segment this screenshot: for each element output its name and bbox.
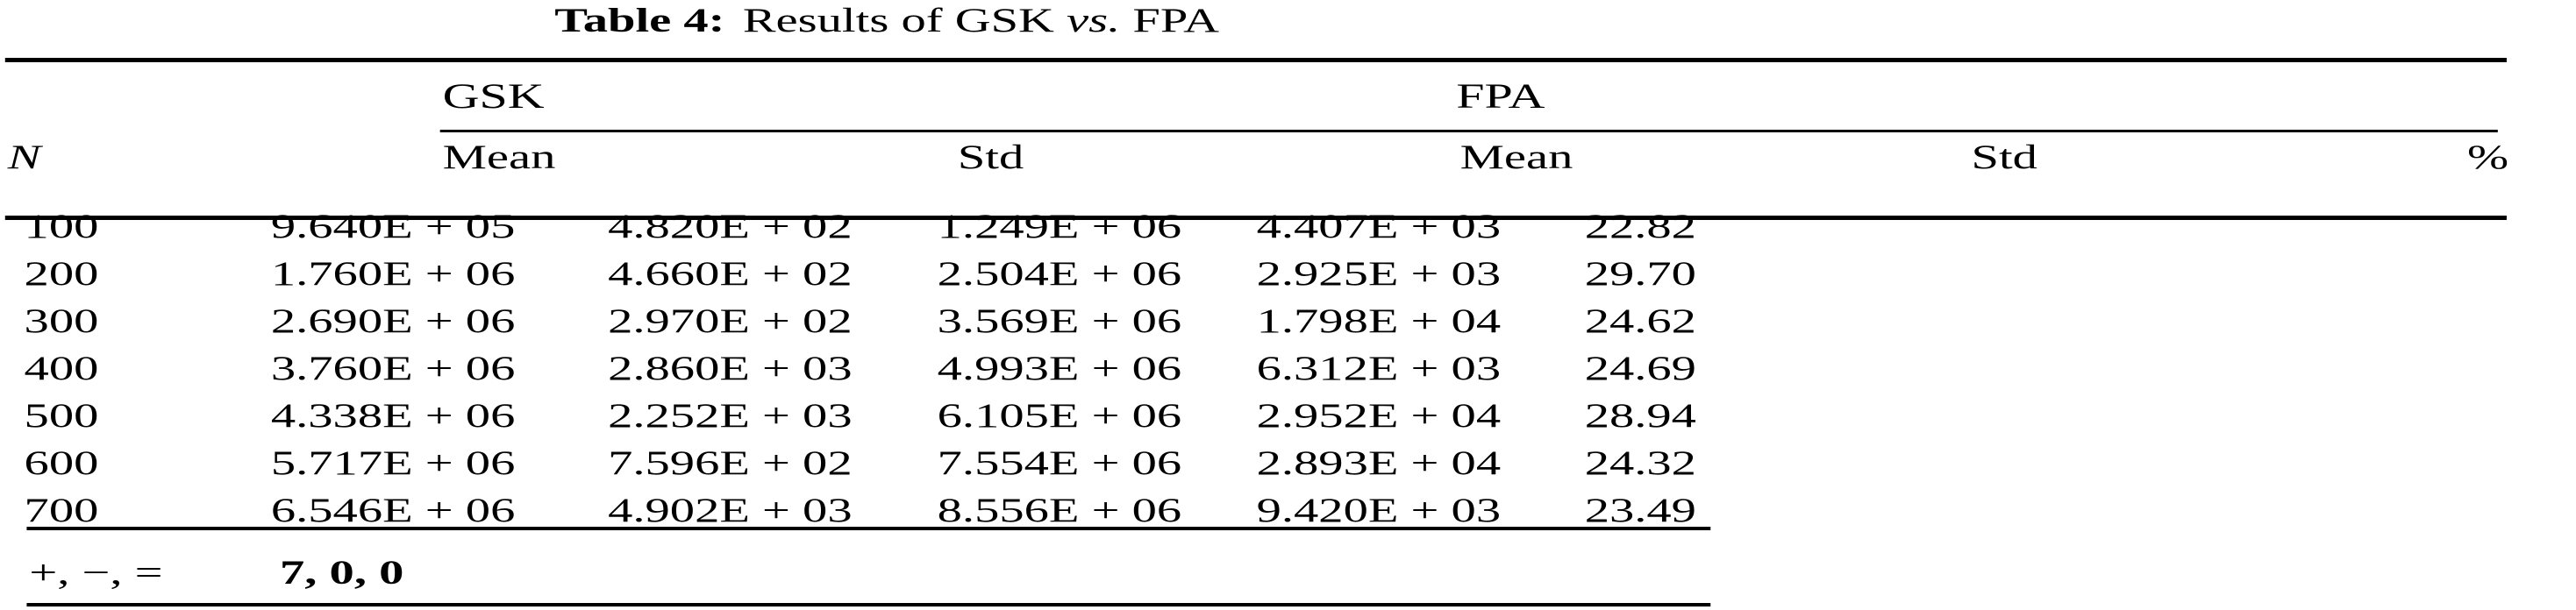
cell-n: 700: [24, 492, 99, 529]
cell-fpa-mean: 3.569E + 06: [937, 302, 1182, 340]
group-header-rule: [439, 130, 2498, 132]
cell-n: 600: [24, 444, 99, 482]
cell-gsk-mean: 9.640E + 05: [270, 208, 516, 245]
cell-gsk-mean: 5.717E + 06: [270, 444, 516, 482]
table-row: 100 9.640E + 05 4.820E + 02 1.249E + 06 …: [0, 208, 2576, 252]
table-row: 200 1.760E + 06 4.660E + 02 2.504E + 06 …: [0, 255, 2576, 299]
column-header-n: N: [7, 138, 41, 176]
cell-n: 400: [24, 350, 99, 387]
cell-gsk-mean: 2.690E + 06: [270, 302, 516, 340]
cell-fpa-std: 4.407E + 03: [1256, 208, 1502, 245]
column-header-percent: %: [2467, 138, 2509, 176]
cell-gsk-std: 2.970E + 02: [608, 302, 853, 340]
cell-gsk-std: 4.660E + 02: [608, 255, 853, 293]
cell-fpa-mean: 6.105E + 06: [937, 397, 1182, 435]
cell-fpa-mean: 1.249E + 06: [937, 208, 1182, 245]
cell-gsk-std: 2.860E + 03: [608, 350, 853, 387]
table-row: 500 4.338E + 06 2.252E + 03 6.105E + 06 …: [0, 397, 2576, 441]
column-header-gsk-mean: Mean: [442, 138, 556, 176]
cell-n: 100: [24, 208, 99, 245]
caption-vs-italic: vs.: [1067, 2, 1121, 39]
table-row: 300 2.690E + 06 2.970E + 02 3.569E + 06 …: [0, 302, 2576, 346]
cell-gsk-std: 2.252E + 03: [608, 397, 853, 435]
cell-fpa-std: 9.420E + 03: [1256, 492, 1502, 529]
group-header-gsk: GSK: [442, 76, 545, 116]
body-bottom-rule: [26, 527, 1711, 530]
cell-n: 500: [24, 397, 99, 435]
cell-gsk-mean: 1.760E + 06: [270, 255, 516, 293]
cell-percent: 22.82: [1584, 208, 1696, 245]
caption-text: Results of GSK: [742, 2, 1054, 39]
table-caption: Table 4: Results of GSK vs. FPA: [554, 2, 1219, 40]
cell-percent: 23.49: [1584, 492, 1696, 529]
cell-percent: 24.62: [1584, 302, 1696, 340]
column-header-fpa-std: Std: [1971, 138, 2037, 176]
cell-gsk-mean: 6.546E + 06: [270, 492, 516, 529]
cell-gsk-std: 4.902E + 03: [608, 492, 853, 529]
table-bottom-rule: [26, 603, 1711, 606]
cell-fpa-std: 2.952E + 04: [1256, 397, 1502, 435]
summary-value: 7, 0, 0: [280, 554, 404, 592]
cell-fpa-std: 2.925E + 03: [1256, 255, 1502, 293]
cell-percent: 28.94: [1584, 397, 1696, 435]
cell-percent: 29.70: [1584, 255, 1696, 293]
column-header-fpa-mean: Mean: [1459, 138, 1573, 176]
summary-label: +, −, =: [29, 554, 163, 592]
cell-fpa-std: 2.893E + 04: [1256, 444, 1502, 482]
cell-percent: 24.32: [1584, 444, 1696, 482]
cell-fpa-mean: 8.556E + 06: [937, 492, 1182, 529]
cell-fpa-std: 6.312E + 03: [1256, 350, 1502, 387]
cell-n: 300: [24, 302, 99, 340]
cell-gsk-std: 4.820E + 02: [608, 208, 853, 245]
caption-text-end: FPA: [1132, 2, 1219, 39]
cell-fpa-mean: 4.993E + 06: [937, 350, 1182, 387]
table-row: 400 3.760E + 06 2.860E + 03 4.993E + 06 …: [0, 350, 2576, 394]
cell-gsk-mean: 4.338E + 06: [270, 397, 516, 435]
table-row: 600 5.717E + 06 7.596E + 02 7.554E + 06 …: [0, 444, 2576, 488]
cell-gsk-std: 7.596E + 02: [608, 444, 853, 482]
cell-percent: 24.69: [1584, 350, 1696, 387]
cell-n: 200: [24, 255, 99, 293]
group-header-fpa: FPA: [1456, 76, 1545, 116]
caption-number: Table 4:: [554, 2, 725, 39]
top-rule: [4, 58, 2507, 62]
cell-fpa-mean: 2.504E + 06: [937, 255, 1182, 293]
cell-fpa-mean: 7.554E + 06: [937, 444, 1182, 482]
cell-gsk-mean: 3.760E + 06: [270, 350, 516, 387]
table-row: 700 6.546E + 06 4.902E + 03 8.556E + 06 …: [0, 492, 2576, 536]
cell-fpa-std: 1.798E + 04: [1256, 302, 1502, 340]
header-rule: [4, 216, 2507, 220]
column-header-gsk-std: Std: [957, 138, 1024, 176]
